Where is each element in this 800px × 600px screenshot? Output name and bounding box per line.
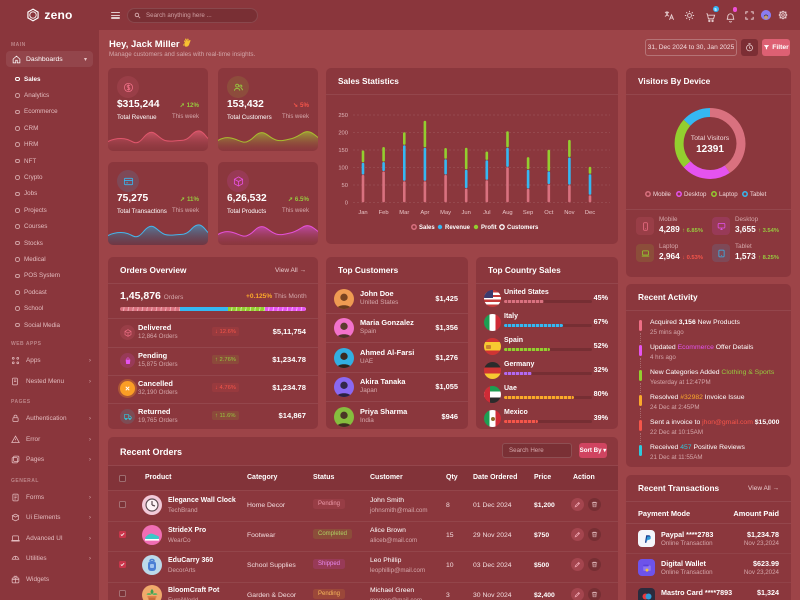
svg-text:Revenue: Revenue <box>445 225 471 231</box>
svg-text:Mar: Mar <box>399 210 409 216</box>
svg-text:Feb: Feb <box>379 210 389 216</box>
svg-text:Desktop: Desktop <box>684 191 707 198</box>
svg-text:Sep: Sep <box>523 210 533 216</box>
svg-text:100: 100 <box>338 166 348 172</box>
svg-text:Mobile: Mobile <box>653 191 672 198</box>
svg-text:Dec: Dec <box>585 210 595 216</box>
svg-text:Jul: Jul <box>483 210 490 216</box>
svg-text:Jan: Jan <box>358 210 367 216</box>
svg-text:Profit: Profit <box>481 225 497 231</box>
svg-text:Tablet: Tablet <box>750 191 767 198</box>
svg-text:Laptop: Laptop <box>719 191 738 198</box>
svg-text:Aug: Aug <box>502 210 512 216</box>
svg-text:Customers: Customers <box>507 225 539 231</box>
svg-text:0: 0 <box>345 201 348 207</box>
svg-text:Apr: Apr <box>420 210 429 216</box>
svg-text:200: 200 <box>338 131 348 137</box>
svg-text:Total Visitors: Total Visitors <box>691 135 730 142</box>
svg-text:50: 50 <box>342 183 348 189</box>
svg-text:Jun: Jun <box>462 210 471 216</box>
svg-text:May: May <box>440 210 451 216</box>
svg-text:Nov: Nov <box>564 210 574 216</box>
svg-text:250: 250 <box>338 113 348 119</box>
svg-text:12391: 12391 <box>696 144 724 155</box>
svg-text:150: 150 <box>338 148 348 154</box>
svg-text:Sales: Sales <box>419 225 435 231</box>
svg-text:Oct: Oct <box>544 210 553 216</box>
